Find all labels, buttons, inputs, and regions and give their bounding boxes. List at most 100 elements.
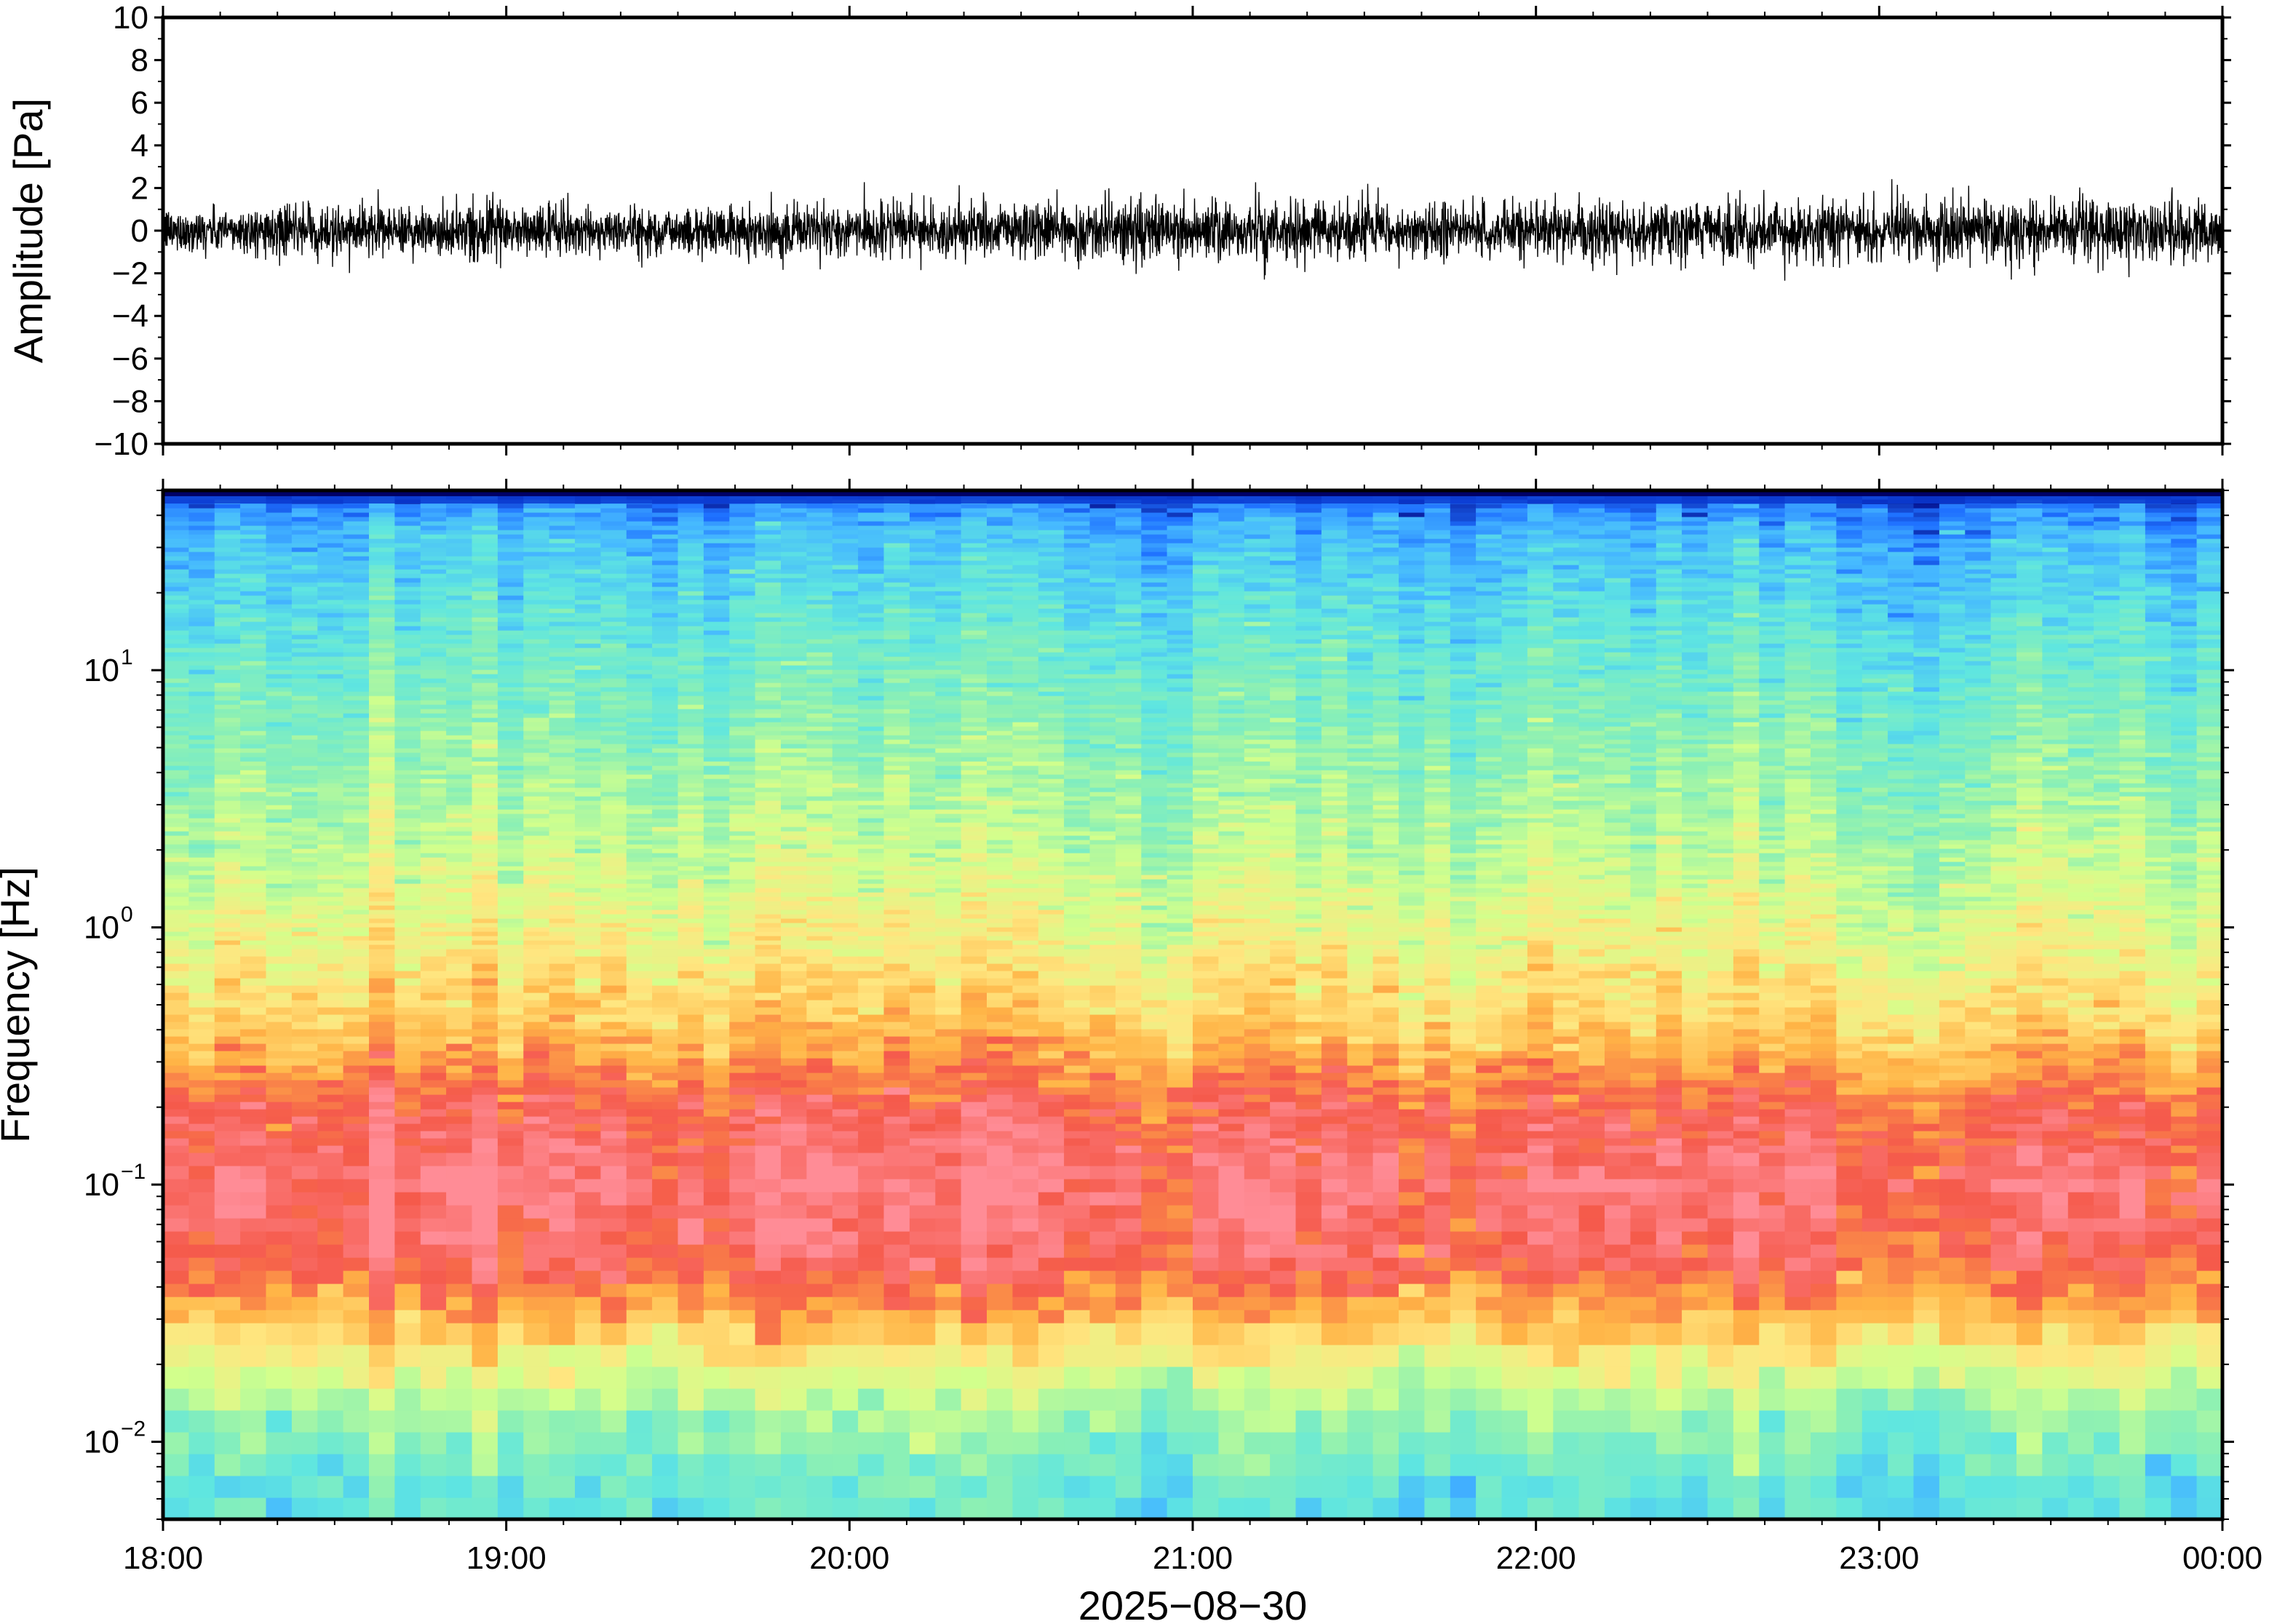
spectrogram-cell [420, 809, 447, 814]
spectrogram-cell [858, 844, 885, 849]
spectrogram-cell [523, 796, 550, 801]
spectrogram-cell [755, 927, 782, 932]
spectrogram-cell [729, 757, 756, 762]
spectrogram-cell [883, 665, 910, 670]
spectrogram-cell [446, 1388, 473, 1411]
spectrogram-cell [677, 1410, 704, 1433]
spectrogram-cell [883, 1043, 910, 1051]
spectrogram-cell [781, 700, 808, 705]
spectrogram-cell [188, 586, 215, 592]
spectrogram-cell [883, 779, 910, 784]
spectrogram-cell [523, 1297, 550, 1310]
spectrogram-cell [781, 949, 808, 957]
spectrogram-cell [446, 1257, 473, 1271]
spectrogram-cell [755, 538, 782, 544]
spectrogram-cell [703, 530, 731, 535]
spectrogram-cell [575, 617, 602, 622]
spectrogram-cell [523, 1205, 550, 1219]
spectrogram-cell [472, 573, 498, 578]
spectrogram-cell [858, 1145, 885, 1153]
spectrogram-cell [729, 818, 756, 823]
spectrogram-cell [935, 944, 962, 950]
spectrogram-cell [677, 1192, 704, 1206]
spectrogram-cell [188, 1244, 215, 1258]
waveform-y-tick-label: 2 [131, 170, 148, 206]
spectrogram-cell [806, 765, 833, 771]
spectrogram-cell [909, 1116, 937, 1124]
spectrogram-cell [652, 726, 679, 731]
spectrogram-cell [549, 669, 576, 674]
spectrogram-cell [961, 1153, 988, 1166]
spectrogram-cell [523, 722, 550, 727]
spectrogram-cell [806, 896, 833, 901]
spectrogram-cell [369, 1454, 396, 1476]
spectrogram-cell [188, 565, 215, 570]
spectrogram-cell [472, 691, 498, 696]
spectrogram-cell [497, 813, 525, 819]
spectrogram-cell [497, 1007, 525, 1015]
spectrogram-cell [806, 963, 833, 971]
spectrogram-cell [188, 521, 215, 526]
spectrogram-cell [755, 1145, 782, 1153]
spectrogram-cell [240, 648, 267, 653]
spectrogram-cell [549, 726, 576, 731]
spectrogram-cell [266, 696, 293, 701]
spectrogram-cell [472, 1065, 498, 1073]
spectrogram-cell [909, 1000, 937, 1008]
spectrogram-cell [240, 726, 267, 731]
spectrogram-cell [677, 835, 704, 840]
spectrogram-cell [832, 853, 859, 858]
spectrogram-cell [291, 1231, 319, 1245]
spectrogram-cell [420, 1153, 447, 1166]
spectrogram-cell [163, 543, 190, 548]
spectrogram-cell [472, 857, 498, 862]
spectrogram-cell [523, 905, 550, 910]
spectrogram-cell [394, 665, 421, 670]
spectrogram-cell [549, 652, 576, 657]
spectrogram-cell [472, 678, 498, 683]
spectrogram-cell [781, 1138, 808, 1146]
spectrogram-cell [935, 626, 962, 631]
spectrogram-cell [214, 682, 241, 688]
spectrogram-cell [729, 1218, 756, 1232]
spectrogram-cell [858, 543, 885, 548]
spectrogram-cell [163, 709, 190, 714]
spectrogram-cell [163, 896, 190, 901]
spectrogram-cell [858, 739, 885, 744]
spectrogram-cell [446, 918, 473, 923]
spectrogram-cell [729, 648, 756, 653]
spectrogram-cell [652, 713, 679, 718]
spectrogram-cell [214, 1497, 241, 1519]
spectrogram-cell [832, 639, 859, 644]
spectrogram-cell [806, 1029, 833, 1037]
spectrogram-cell [677, 1080, 704, 1088]
spectrogram-cell [523, 1410, 550, 1433]
spectrogram-cell [858, 1388, 885, 1411]
spectrogram-cell [575, 1036, 602, 1044]
spectrogram-cell [703, 691, 731, 696]
spectrogram-cell [832, 918, 859, 923]
spectrogram-cell [600, 674, 627, 679]
spectrogram-cell [549, 1109, 576, 1117]
spectrogram-cell [935, 1087, 962, 1095]
spectrogram-cell [523, 696, 550, 701]
spectrogram-cell [729, 595, 756, 600]
spectrogram-cell [652, 949, 679, 957]
spectrogram-cell [652, 805, 679, 810]
spectrogram-cell [729, 573, 756, 578]
spectrogram-cell [446, 761, 473, 766]
spectrogram-cell [600, 1072, 627, 1080]
spectrogram-cell [497, 1218, 525, 1232]
spectrogram-cell [600, 1166, 627, 1179]
spectrogram-cell [523, 661, 550, 666]
spectrogram-cell [497, 1179, 525, 1193]
spectrogram-cell [677, 1153, 704, 1166]
spectrogram-cell [523, 709, 550, 714]
spectrogram-cell [909, 1310, 937, 1324]
spectrogram-cell [343, 1065, 370, 1073]
spectrogram-cell [806, 674, 833, 679]
spectrogram-cell [652, 1080, 679, 1088]
spectrogram-cell [806, 1497, 833, 1519]
spectrogram-cell [626, 888, 653, 893]
spectrogram-cell [240, 770, 267, 775]
